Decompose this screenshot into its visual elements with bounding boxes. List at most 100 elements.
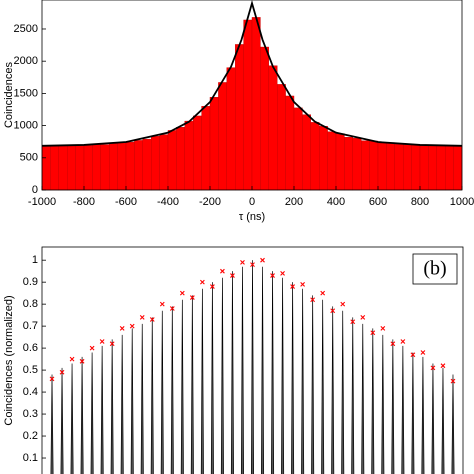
x-tick-label: -400 [157,196,179,208]
bar [134,140,143,191]
marker-stroke [109,341,115,347]
bar [251,17,261,191]
y-tick-label: 500 [20,152,38,164]
marker-stroke [420,350,426,355]
marker [380,325,386,331]
marker [199,279,205,285]
marker-stroke [370,330,376,336]
peak [291,282,295,474]
bar [218,82,227,191]
marker-stroke [169,306,175,311]
y-tick-label: 0.4 [23,386,38,398]
marker-stroke [360,314,366,320]
y-axis-label: Coincidences (normalized) [3,295,15,425]
marker [220,268,225,274]
bar [319,126,328,191]
marker-stroke [139,314,145,320]
bar [142,138,152,191]
marker [300,281,306,287]
marker-stroke [330,308,336,314]
peak [60,367,64,474]
marker [129,323,135,329]
bar [159,134,169,191]
peak [130,328,134,474]
marker [320,290,326,296]
x-tick-label: 600 [369,196,387,208]
bar [41,145,51,191]
bar [260,46,269,191]
bar [192,115,202,191]
marker-stroke [69,356,75,362]
bar [83,145,93,191]
peak [271,271,275,474]
marker-stroke [119,325,125,331]
marker-stroke [400,339,406,344]
y-tick-label: 0.6 [23,342,38,354]
y-tick-label: 0.3 [23,408,38,420]
marker-stroke [340,301,346,307]
bar [201,106,211,191]
bar [403,144,412,191]
marker-stroke [280,270,285,276]
y-axis-label: Coincidences [3,61,15,128]
peak [180,299,184,474]
marker [430,365,436,371]
bar [75,144,85,191]
marker [270,273,275,278]
y-tick-label: 0.9 [23,276,38,288]
marker [350,319,356,325]
peak [80,356,84,474]
marker [330,308,336,314]
y-tick-label: 1 [32,254,38,266]
marker [250,262,255,267]
marker-stroke [159,301,165,307]
marker [400,339,406,344]
bar [335,133,345,191]
peak [120,334,124,474]
bar [277,84,286,191]
marker-stroke [350,319,356,325]
peak [220,277,224,474]
x-tick-label: -600 [115,196,137,208]
marker-stroke [99,339,105,344]
marker-stroke [129,323,135,329]
peak [431,363,435,474]
marker-stroke [380,325,386,331]
peak [230,271,234,474]
bar [92,143,102,191]
peak [301,288,305,474]
marker-stroke [149,317,155,322]
marker-stroke [310,297,316,303]
marker [79,358,85,364]
y-tick-label: 0.1 [23,452,38,464]
peak [250,260,255,474]
marker-stroke [230,273,235,278]
marker-stroke [390,341,396,347]
bar [226,67,236,191]
x-tick-label: -200 [199,196,221,208]
y-tick-label: 2500 [14,23,38,35]
peak [90,352,94,474]
marker-stroke [220,268,225,274]
marker-stroke [179,290,185,296]
marker-stroke [430,365,436,371]
peak [371,328,375,474]
bar [117,142,127,191]
peak [190,295,194,474]
bar [352,137,362,191]
panel-label: (b) [423,258,446,280]
marker [280,270,285,276]
peak [200,288,204,474]
marker-stroke [240,259,245,265]
marker [119,325,125,331]
marker-stroke [49,376,55,382]
marker [149,317,155,322]
marker-stroke [79,358,85,364]
peak [70,363,74,474]
bar [285,95,295,191]
x-axis-label: τ (ns) [239,211,265,223]
bar [453,145,463,191]
marker [89,345,95,351]
marker [420,350,426,355]
marker [310,297,316,303]
